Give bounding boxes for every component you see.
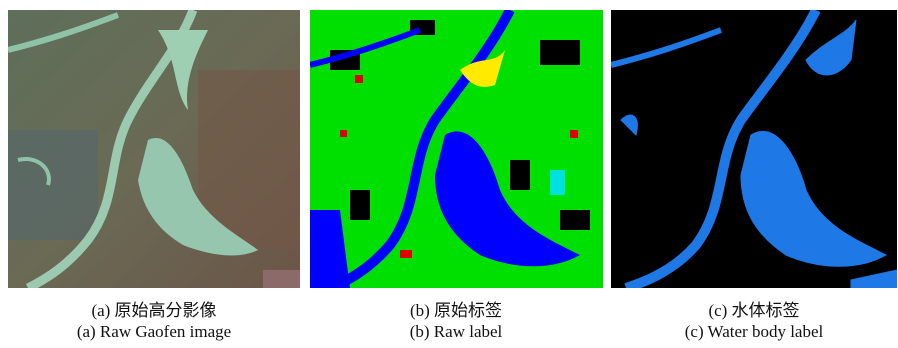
raw-label — [310, 10, 603, 288]
caption-zh: (b) 原始标签 — [306, 296, 606, 321]
caption-en: (c) Water body label — [604, 322, 898, 342]
raw-image — [8, 10, 300, 288]
water-label — [611, 10, 897, 288]
caption-zh: (c) 水体标签 — [604, 296, 898, 321]
caption-zh: (a) 原始高分影像 — [4, 296, 304, 321]
caption-en: (a) Raw Gaofen image — [4, 322, 304, 342]
figure: (a) 原始高分影像 (a) Raw Gaofen image (b) 原始标签… — [0, 0, 898, 348]
caption-en: (b) Raw label — [306, 322, 606, 342]
